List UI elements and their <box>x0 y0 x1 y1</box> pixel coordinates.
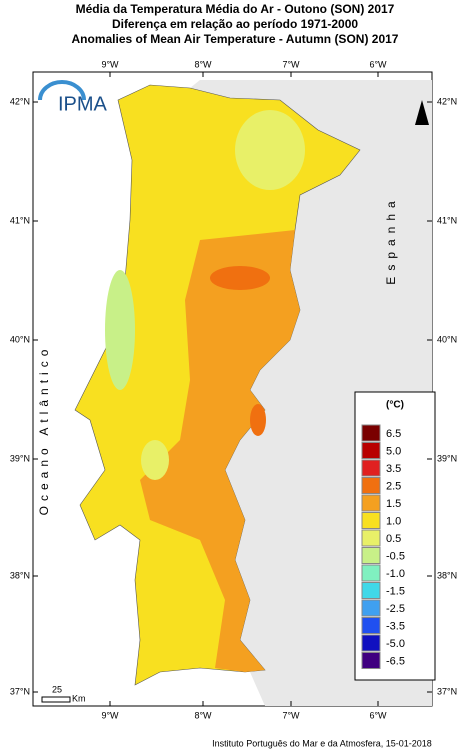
lon-label: 6°W <box>369 59 387 69</box>
lat-label: 42°N <box>437 96 457 106</box>
subtitle: Diferença em relação ao período 1971-200… <box>112 17 358 31</box>
north-arrow <box>415 100 429 125</box>
legend-label: 1.0 <box>386 515 401 527</box>
legend-label: -3.5 <box>386 620 405 632</box>
title: Média da Temperatura Média do Ar - Outon… <box>76 2 395 16</box>
legend-swatch <box>361 512 381 529</box>
legend-label: -2.5 <box>386 603 405 615</box>
lon-label: 7°W <box>282 710 300 720</box>
lat-label: 39°N <box>10 453 30 463</box>
lat-label: 38°N <box>437 570 457 580</box>
hot-spot <box>210 266 270 290</box>
cool-spot <box>105 270 135 390</box>
legend-label: -1.5 <box>386 585 405 597</box>
legend-label: -0.5 <box>386 550 405 562</box>
lon-label: 9°W <box>101 710 119 720</box>
lat-label: 40°N <box>437 334 457 344</box>
hot-spot <box>250 404 266 436</box>
legend-label: 5.0 <box>386 445 401 457</box>
legend-swatch <box>361 494 381 512</box>
legend-swatch <box>361 442 381 459</box>
legend-label: 6.5 <box>386 428 401 440</box>
lat-label: 37°N <box>10 686 30 696</box>
legend-swatch <box>361 564 381 582</box>
legend-swatch <box>361 599 381 617</box>
legend-swatch <box>361 529 381 547</box>
legend-swatch <box>361 424 381 442</box>
scale-bar <box>41 696 71 703</box>
lon-label: 7°W <box>282 59 300 69</box>
logo-arc <box>38 80 86 101</box>
lon-label: 8°W <box>194 59 212 69</box>
logo: IPMA <box>58 93 108 115</box>
lon-label: 8°W <box>194 710 212 720</box>
legend-swatch <box>361 634 381 652</box>
legend-label: 3.5 <box>386 463 401 475</box>
legend-label: 1.5 <box>386 498 401 510</box>
legend-title: (°C) <box>386 400 404 411</box>
legend-swatch <box>361 477 381 494</box>
legend-label: 0.5 <box>386 533 401 545</box>
legend-swatch <box>361 547 381 564</box>
ocean-label: Oceano Atlântico <box>37 345 51 516</box>
legend-label: -1.0 <box>386 568 405 580</box>
legend-swatch <box>361 459 381 477</box>
legend-swatch <box>361 617 381 634</box>
legend-label: -5.0 <box>386 638 405 650</box>
lon-label: 6°W <box>369 710 387 720</box>
legend-swatch <box>361 582 381 599</box>
lon-label: 9°W <box>101 59 119 69</box>
orange-zone <box>140 230 300 672</box>
lat-label: 41°N <box>437 215 457 225</box>
scale-unit: Km <box>72 693 86 703</box>
legend-label: 2.5 <box>386 480 401 492</box>
cool-spot <box>235 110 305 190</box>
lat-label: 38°N <box>10 570 30 580</box>
lat-label: 37°N <box>437 686 457 696</box>
scale-value: 25 <box>52 684 62 694</box>
lat-label: 41°N <box>10 215 30 225</box>
title-en: Anomalies of Mean Air Temperature - Autu… <box>72 32 399 46</box>
lat-label: 40°N <box>10 334 30 344</box>
footer-credit: Instituto Português do Mar e da Atmosfer… <box>212 738 432 748</box>
legend-swatch <box>361 652 381 669</box>
lat-label: 42°N <box>10 96 30 106</box>
cool-spot <box>141 440 169 480</box>
lat-label: 39°N <box>437 453 457 463</box>
legend-label: -6.5 <box>386 655 405 667</box>
country-label: Espanha <box>384 195 398 284</box>
